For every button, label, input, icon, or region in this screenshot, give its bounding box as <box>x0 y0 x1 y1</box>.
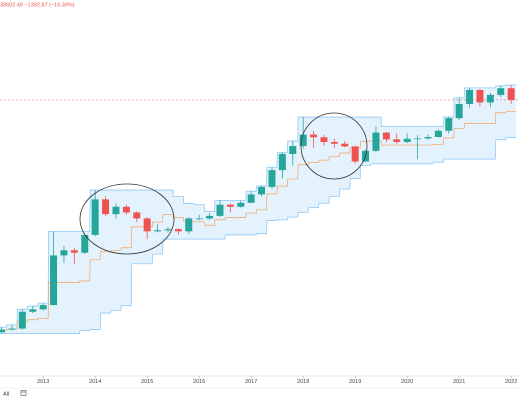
channel-lower <box>0 137 517 334</box>
candle-body <box>70 250 78 253</box>
x-tick-label: 2013 <box>37 379 49 385</box>
channel-fill <box>0 85 517 334</box>
candle-body <box>143 218 151 232</box>
candle-body <box>258 186 266 195</box>
x-tick-label: 2015 <box>141 379 153 385</box>
candle-body <box>320 137 328 142</box>
candle-body <box>414 138 422 140</box>
candle-body <box>466 89 474 104</box>
x-tick-label: 2016 <box>193 379 205 385</box>
candle-body <box>8 328 16 330</box>
plot-area <box>0 84 520 334</box>
x-tick-label: 2019 <box>349 379 361 385</box>
candle-body <box>247 194 255 203</box>
x-tick-label: 2017 <box>245 379 257 385</box>
x-tick-label: 2014 <box>89 379 101 385</box>
candle-body <box>299 134 307 147</box>
candle-body <box>112 206 120 215</box>
candle-body <box>507 88 515 100</box>
candle-body <box>393 139 401 142</box>
price-header: 38602.49 −1392.87 (−16.39%) <box>0 2 75 8</box>
channel-upper <box>0 84 517 328</box>
candle-body <box>185 218 193 232</box>
x-tick-label: 2022 <box>505 379 517 385</box>
candle-body <box>372 132 380 151</box>
candle-body <box>497 88 505 95</box>
candle-body <box>29 309 37 312</box>
candle-body <box>39 305 47 310</box>
candle-body <box>289 146 297 154</box>
candle-body <box>424 137 432 139</box>
candle-body <box>206 215 214 219</box>
candle-body <box>102 199 110 215</box>
candle-body <box>455 103 463 119</box>
candle-body <box>341 143 349 147</box>
candle-body <box>351 146 359 162</box>
candle-body <box>0 329 6 333</box>
x-tick-label: 2018 <box>297 379 309 385</box>
candle-body <box>382 132 390 140</box>
candle-body <box>486 94 494 103</box>
candle-body <box>237 202 245 207</box>
annotation-circle <box>79 183 175 255</box>
candle-body <box>91 199 99 235</box>
annotation-circle <box>300 112 368 180</box>
candle-body <box>164 229 172 231</box>
candle-body <box>174 229 182 232</box>
x-tick-label: 2020 <box>401 379 413 385</box>
candle-body <box>122 206 130 213</box>
calendar-icon-body <box>20 390 27 396</box>
candle-body <box>226 204 234 207</box>
candle-body <box>403 138 411 142</box>
channel-midline <box>0 110 517 331</box>
x-tick-label: 2021 <box>453 379 465 385</box>
candle-body <box>278 153 286 171</box>
candle-body <box>195 218 203 220</box>
calendar-icon[interactable] <box>20 390 27 396</box>
candle-body <box>445 118 453 131</box>
candle-body <box>434 130 442 138</box>
candle-body <box>133 212 141 219</box>
candle-body <box>60 250 68 256</box>
candle-body <box>50 255 58 306</box>
candle-body <box>310 134 318 138</box>
candle-body <box>268 170 276 187</box>
range-button[interactable]: All <box>3 391 9 397</box>
candle-body <box>330 141 338 144</box>
candle-body <box>216 204 224 216</box>
candle-body <box>81 234 89 253</box>
candle-body <box>18 311 26 329</box>
candle-body <box>476 89 484 103</box>
candle-body <box>154 230 162 232</box>
